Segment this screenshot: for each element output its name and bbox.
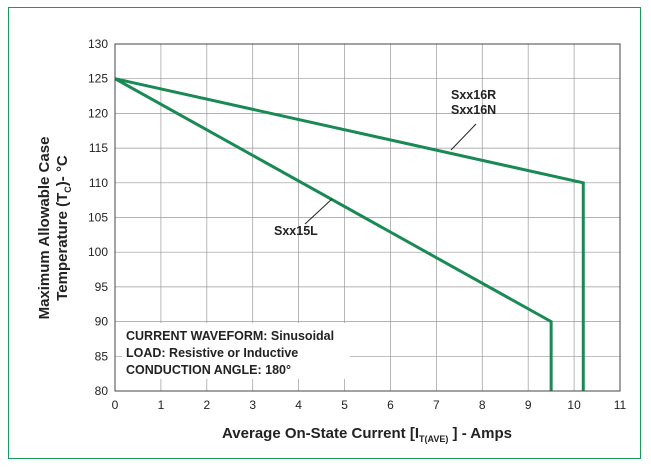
y-axis-title-line2: Temperature (TC)- °C bbox=[54, 155, 73, 301]
y-axis-title-subscript: C bbox=[63, 186, 73, 193]
series-label-sxx15: Sxx15L bbox=[274, 198, 333, 238]
x-tick-label: 1 bbox=[158, 398, 165, 412]
y-tick-label: 125 bbox=[88, 72, 108, 86]
note-waveform: CURRENT WAVEFORM: Sinusoidal bbox=[126, 329, 334, 343]
y-tick-label: 105 bbox=[88, 211, 108, 225]
x-tick-label: 9 bbox=[525, 398, 532, 412]
tick-labels: 0 1 2 3 4 5 6 7 8 9 10 11 80 85 90 95 100 105 110 115 120 125… bbox=[88, 37, 627, 412]
note-conduction: CONDUCTION ANGLE: 180° bbox=[126, 363, 291, 377]
x-tick-label: 0 bbox=[112, 398, 119, 412]
y-tick-label: 120 bbox=[88, 106, 108, 120]
y-tick-label: 85 bbox=[95, 349, 109, 363]
y-tick-label: 110 bbox=[89, 176, 108, 190]
y-tick-label: 80 bbox=[95, 384, 109, 398]
series-label-sxx15l: Sxx15L bbox=[274, 224, 318, 238]
x-axis-title: Average On-State Current [IT(AVE) ] - Am… bbox=[222, 425, 512, 444]
y-tick-label: 95 bbox=[95, 280, 109, 294]
x-tick-label: 6 bbox=[387, 398, 394, 412]
x-tick-label: 8 bbox=[479, 398, 486, 412]
y-tick-label: 100 bbox=[88, 245, 108, 259]
leader-line-sxx16 bbox=[450, 123, 477, 151]
y-tick-label: 130 bbox=[88, 37, 108, 51]
chart-frame bbox=[8, 7, 641, 459]
y-tick-label: 115 bbox=[89, 141, 108, 155]
y-tick-label: 90 bbox=[95, 315, 109, 329]
series-label-sxx16n: Sxx16N bbox=[451, 103, 496, 117]
plot-area bbox=[114, 43, 621, 392]
x-tick-label: 5 bbox=[341, 398, 348, 412]
y-axis-title-line1: Maximum Allowable Case bbox=[36, 137, 53, 320]
series-layer bbox=[114, 77, 585, 391]
x-tick-label: 3 bbox=[249, 398, 256, 412]
x-axis-title-subscript: T(AVE) bbox=[419, 434, 448, 444]
conditions-box bbox=[122, 323, 350, 379]
series-label-sxx16: Sxx16R Sxx16N bbox=[450, 88, 496, 151]
note-load: LOAD: Resistive or Inductive bbox=[126, 346, 298, 360]
x-tick-label: 10 bbox=[567, 398, 581, 412]
x-tick-label: 11 bbox=[614, 398, 627, 412]
series-line-0 bbox=[114, 77, 585, 391]
x-tick-label: 4 bbox=[295, 398, 302, 412]
leader-line-sxx15 bbox=[304, 198, 333, 225]
series-label-sxx16r: Sxx16R bbox=[451, 88, 496, 102]
series-line-1 bbox=[114, 77, 553, 391]
conditions-note: CURRENT WAVEFORM: Sinusoidal LOAD: Resis… bbox=[122, 323, 350, 379]
x-tick-label: 2 bbox=[203, 398, 210, 412]
y-axis-title: Maximum Allowable Case Temperature (TC)-… bbox=[36, 137, 73, 320]
x-tick-label: 7 bbox=[433, 398, 440, 412]
